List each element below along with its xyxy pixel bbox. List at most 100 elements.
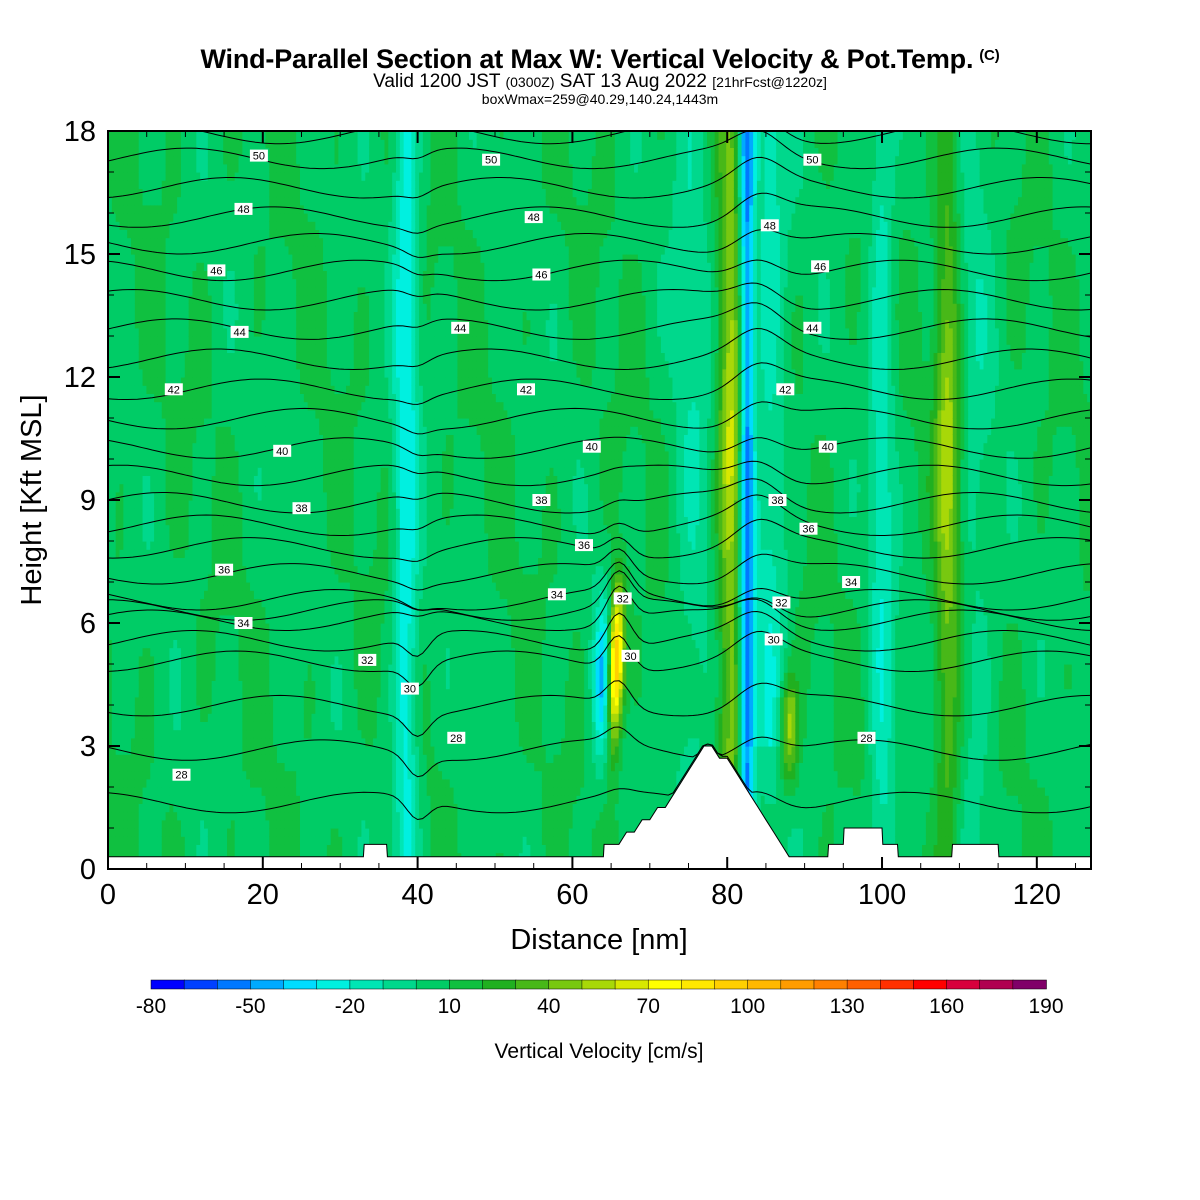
w-cell <box>285 721 289 730</box>
w-cell <box>192 451 196 460</box>
w-cell <box>204 787 208 796</box>
w-cell <box>242 754 246 763</box>
w-cell <box>304 361 308 370</box>
w-cell <box>200 180 204 189</box>
w-cell <box>254 418 258 427</box>
w-cell <box>112 795 116 804</box>
w-cell <box>212 771 216 780</box>
w-cell <box>269 754 273 763</box>
w-cell <box>315 754 319 763</box>
w-cell <box>135 820 139 829</box>
w-cell <box>123 803 127 812</box>
w-cell <box>143 648 147 657</box>
w-cell <box>177 721 181 730</box>
w-cell <box>127 377 131 386</box>
w-cell <box>181 254 185 263</box>
w-cell <box>246 689 250 698</box>
w-cell <box>204 566 208 575</box>
w-cell <box>235 164 239 173</box>
w-cell <box>223 771 227 780</box>
w-cell <box>231 393 235 402</box>
w-cell <box>269 492 273 501</box>
w-cell <box>258 574 262 583</box>
w-cell <box>200 205 204 214</box>
w-cell <box>154 221 158 230</box>
w-cell <box>185 533 189 542</box>
w-cell <box>192 672 196 681</box>
w-cell <box>169 705 173 714</box>
w-cell <box>135 803 139 812</box>
w-cell <box>296 754 300 763</box>
w-cell <box>258 303 262 312</box>
w-cell <box>192 172 196 181</box>
w-cell <box>162 664 166 673</box>
w-cell <box>127 738 131 747</box>
w-cell <box>158 508 162 517</box>
w-cell <box>139 434 143 443</box>
w-cell <box>246 410 250 419</box>
w-cell <box>212 705 216 714</box>
w-cell <box>258 336 262 345</box>
w-cell <box>150 754 154 763</box>
w-cell <box>281 467 285 476</box>
w-cell <box>296 434 300 443</box>
w-cell <box>131 836 135 845</box>
w-cell <box>250 582 254 591</box>
w-cell <box>177 410 181 419</box>
w-cell <box>204 689 208 698</box>
w-cell <box>154 156 158 165</box>
w-cell <box>123 516 127 525</box>
w-cell <box>146 639 150 648</box>
w-cell <box>173 369 177 378</box>
w-cell <box>258 738 262 747</box>
w-cell <box>212 820 216 829</box>
w-cell <box>116 516 120 525</box>
w-cell <box>200 500 204 509</box>
w-cell <box>216 180 220 189</box>
w-cell <box>262 500 266 509</box>
w-cell <box>250 787 254 796</box>
w-cell <box>204 361 208 370</box>
w-cell <box>200 533 204 542</box>
w-cell <box>139 451 143 460</box>
w-cell <box>300 262 304 271</box>
w-cell <box>296 418 300 427</box>
w-cell <box>212 385 216 394</box>
w-cell <box>200 828 204 837</box>
w-cell <box>173 131 177 140</box>
w-cell <box>312 213 316 222</box>
w-cell <box>127 812 131 821</box>
w-cell <box>150 541 154 550</box>
w-cell <box>296 574 300 583</box>
w-cell <box>166 754 170 763</box>
w-cell <box>288 533 292 542</box>
w-cell <box>258 131 262 140</box>
w-cell <box>177 590 181 599</box>
w-cell <box>150 205 154 214</box>
w-cell <box>189 295 193 304</box>
w-cell <box>308 188 312 197</box>
w-cell <box>173 188 177 197</box>
w-cell <box>177 369 181 378</box>
w-cell <box>192 197 196 206</box>
w-cell <box>166 525 170 534</box>
w-cell <box>273 377 277 386</box>
w-cell <box>181 180 185 189</box>
w-cell <box>319 574 323 583</box>
w-cell <box>319 672 323 681</box>
w-cell <box>304 697 308 706</box>
w-cell <box>281 697 285 706</box>
w-cell <box>185 541 189 550</box>
w-cell <box>254 311 258 320</box>
w-cell <box>315 393 319 402</box>
w-cell <box>131 361 135 370</box>
w-cell <box>269 533 273 542</box>
w-cell <box>135 656 139 665</box>
w-cell <box>154 754 158 763</box>
w-cell <box>154 475 158 484</box>
w-cell <box>185 484 189 493</box>
w-cell <box>139 590 143 599</box>
w-cell <box>315 697 319 706</box>
w-cell <box>112 557 116 566</box>
w-cell <box>154 771 158 780</box>
